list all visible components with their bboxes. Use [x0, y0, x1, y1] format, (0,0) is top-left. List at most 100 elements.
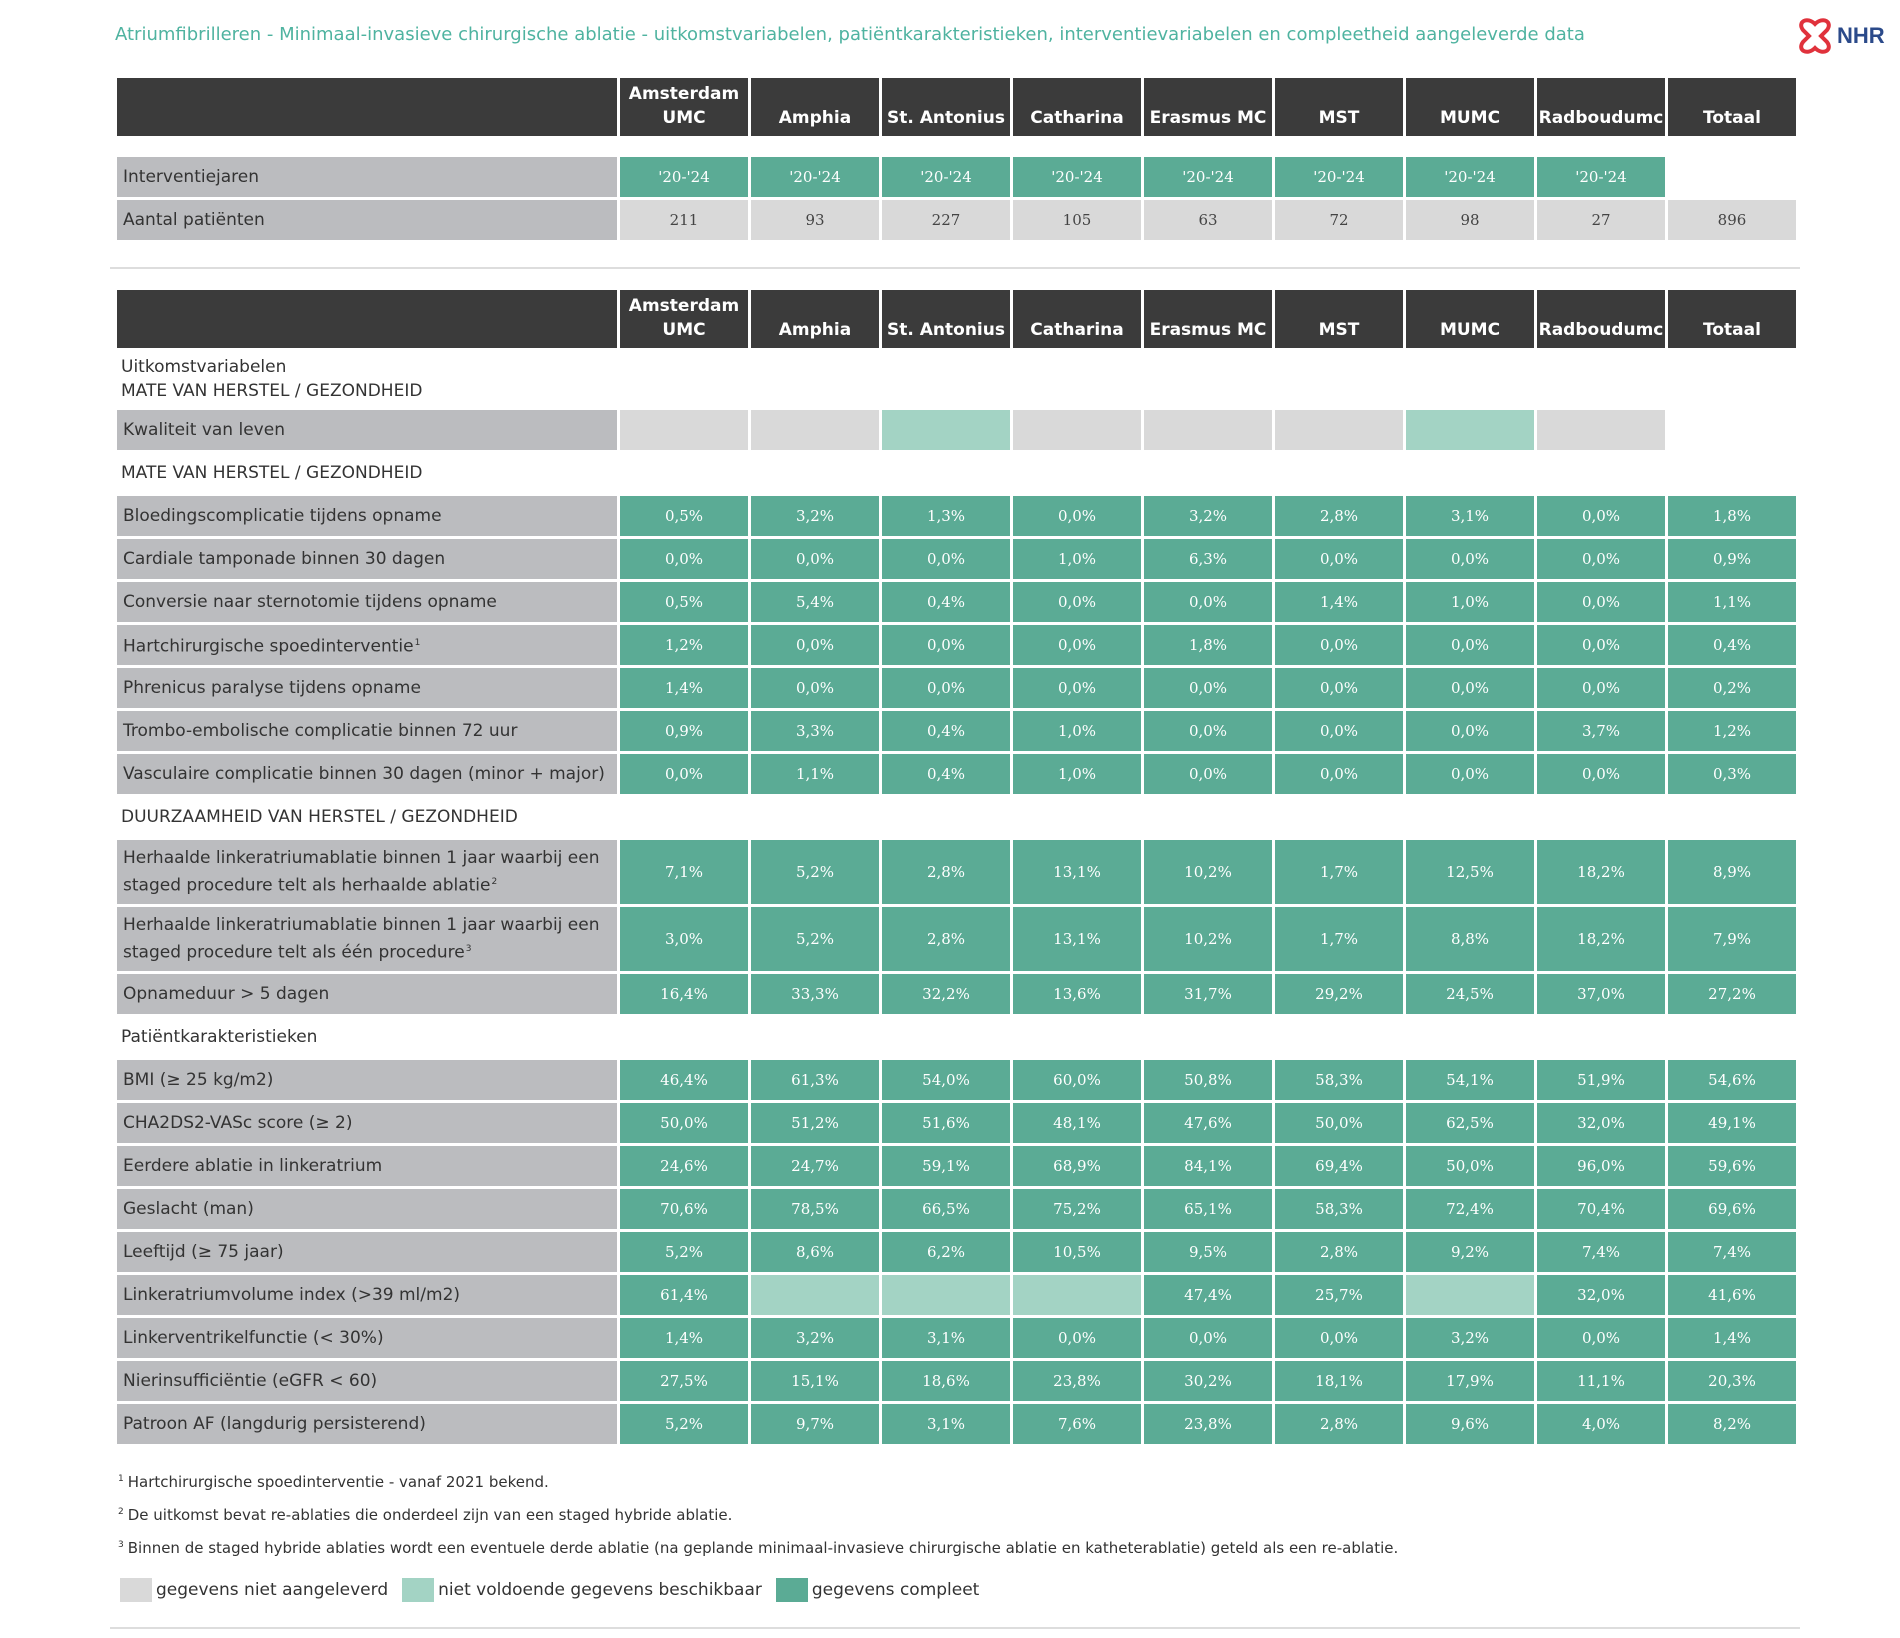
row-label-text: Leeftijd (≥ 75 jaar)	[123, 1242, 284, 1262]
value-cell: 0,0%	[751, 625, 879, 665]
footnote-text: Binnen de staged hybride ablaties wordt …	[127, 1539, 1399, 1557]
value-cell: 1,7%	[1275, 840, 1403, 904]
column-header: Amsterdam UMC	[620, 290, 748, 348]
row-label-text: Linkeratriumvolume index (>39 ml/m2)	[123, 1285, 461, 1305]
section-line: MATE VAN HERSTEL / GEZONDHEID	[121, 463, 423, 483]
value-cell: 7,9%	[1668, 907, 1796, 971]
value-cell: 0,0%	[1275, 1318, 1403, 1358]
value-cell: 23,8%	[1013, 1361, 1141, 1401]
value-cell: 0,9%	[620, 711, 748, 751]
value-cell: 0,0%	[1537, 754, 1665, 794]
value-cell: 0,0%	[1537, 539, 1665, 579]
value-cell: 17,9%	[1406, 1361, 1534, 1401]
footnote-ref: 3	[465, 944, 472, 955]
value-cell: 54,0%	[882, 1060, 1010, 1100]
value-cell: 7,6%	[1013, 1404, 1141, 1444]
value-cell: 2,8%	[882, 840, 1010, 904]
value-cell: 1,4%	[1275, 582, 1403, 622]
value-cell: 211	[620, 200, 748, 240]
value-cell: 8,8%	[1406, 907, 1534, 971]
value-cell: 29,2%	[1275, 974, 1403, 1014]
value-cell: 24,5%	[1406, 974, 1534, 1014]
value-cell: 0,0%	[620, 754, 748, 794]
legend-swatch	[775, 1578, 808, 1602]
value-cell: 1,2%	[1668, 711, 1796, 751]
value-cell: 896	[1668, 200, 1796, 240]
value-cell: 5,2%	[751, 907, 879, 971]
column-header: Radboudumc	[1537, 290, 1665, 348]
value-cell: 18,1%	[1275, 1361, 1403, 1401]
row-label: Nierinsufficiëntie (eGFR < 60)	[117, 1361, 617, 1401]
row-label-text: BMI (≥ 25 kg/m2)	[123, 1070, 274, 1090]
value-cell: 0,0%	[1406, 711, 1534, 751]
value-cell: 0,0%	[1406, 539, 1534, 579]
value-cell: '20-'24	[620, 157, 748, 197]
value-cell: 5,2%	[751, 840, 879, 904]
legend-item: gegevens niet aangeleverd	[120, 1578, 388, 1602]
value-cell: 8,2%	[1668, 1404, 1796, 1444]
value-cell: 9,5%	[1144, 1232, 1272, 1272]
row-label: Trombo-embolische complicatie binnen 72 …	[117, 711, 617, 751]
value-cell: 0,0%	[1144, 1318, 1272, 1358]
value-cell: 0,2%	[1668, 668, 1796, 708]
value-cell: 1,1%	[751, 754, 879, 794]
row-label-text: Hartchirurgische spoedinterventie1	[123, 636, 421, 657]
value-cell: 0,5%	[620, 582, 748, 622]
value-cell: 24,7%	[751, 1146, 879, 1186]
value-cell: 2,8%	[1275, 1404, 1403, 1444]
value-cell	[1144, 410, 1272, 450]
row-label-text: Cardiale tamponade binnen 30 dagen	[123, 549, 446, 569]
value-cell: 72,4%	[1406, 1189, 1534, 1229]
row-label-text: Trombo-embolische complicatie binnen 72 …	[123, 721, 518, 741]
divider	[110, 267, 1800, 269]
footnotes: 1 Hartchirurgische spoedinterventie - van…	[117, 1464, 1398, 1563]
value-cell: 61,4%	[620, 1275, 748, 1315]
footnote-marker: 2	[118, 1507, 124, 1517]
value-cell: 0,0%	[1144, 582, 1272, 622]
value-cell: 1,8%	[1144, 625, 1272, 665]
section-heading: Uitkomstvariabelen MATE VAN HERSTEL / GEZ…	[117, 351, 1796, 407]
value-cell: 0,0%	[1406, 625, 1534, 665]
value-cell: 50,0%	[1275, 1103, 1403, 1143]
value-cell: 3,2%	[1144, 496, 1272, 536]
value-cell: 3,1%	[882, 1404, 1010, 1444]
footnote-text: De uitkomst bevat re-ablaties die onderd…	[127, 1506, 733, 1524]
legend-item: gegevens compleet	[775, 1578, 979, 1602]
section-heading: MATE VAN HERSTEL / GEZONDHEID	[117, 453, 1796, 493]
value-cell: 6,2%	[882, 1232, 1010, 1272]
value-cell: 0,0%	[1537, 496, 1665, 536]
value-cell: 10,5%	[1013, 1232, 1141, 1272]
row-label: Herhaalde linkeratriumablatie binnen 1 j…	[117, 907, 617, 971]
value-cell: 0,4%	[882, 711, 1010, 751]
value-cell: 0,0%	[882, 539, 1010, 579]
column-header: Amphia	[751, 290, 879, 348]
value-cell: 2,8%	[1275, 496, 1403, 536]
value-cell	[1406, 410, 1534, 450]
value-cell: 50,0%	[620, 1103, 748, 1143]
row-label: Cardiale tamponade binnen 30 dagen	[117, 539, 617, 579]
column-header: Erasmus MC	[1144, 78, 1272, 136]
value-cell: 63	[1144, 200, 1272, 240]
value-cell: 9,6%	[1406, 1404, 1534, 1444]
results-table: Amsterdam UMC Amphia St. Antonius Catharina…	[117, 290, 1796, 1444]
row-label-text: Conversie naar sternotomie tijdens opnam…	[123, 592, 497, 612]
value-cell: 0,4%	[1668, 625, 1796, 665]
report-title: Atriumfibrilleren - Minimaal-invasieve c…	[115, 24, 1585, 45]
footnote-ref: 1	[414, 638, 421, 649]
value-cell: 1,1%	[1668, 582, 1796, 622]
empty	[1668, 157, 1796, 197]
value-cell: 2,8%	[1275, 1232, 1403, 1272]
value-cell: 9,7%	[751, 1404, 879, 1444]
value-cell: 33,3%	[751, 974, 879, 1014]
value-cell: 1,4%	[620, 1318, 748, 1358]
value-cell: 75,2%	[1013, 1189, 1141, 1229]
value-cell: 10,2%	[1144, 907, 1272, 971]
footnote-text: Hartchirurgische spoedinterventie - vana…	[127, 1473, 549, 1491]
logo-text: NHR	[1837, 23, 1885, 48]
value-cell: 0,3%	[1668, 754, 1796, 794]
value-cell: 3,3%	[751, 711, 879, 751]
value-cell: 9,2%	[1406, 1232, 1534, 1272]
row-label: Bloedingscomplicatie tijdens opname	[117, 496, 617, 536]
value-cell: 0,0%	[1406, 754, 1534, 794]
